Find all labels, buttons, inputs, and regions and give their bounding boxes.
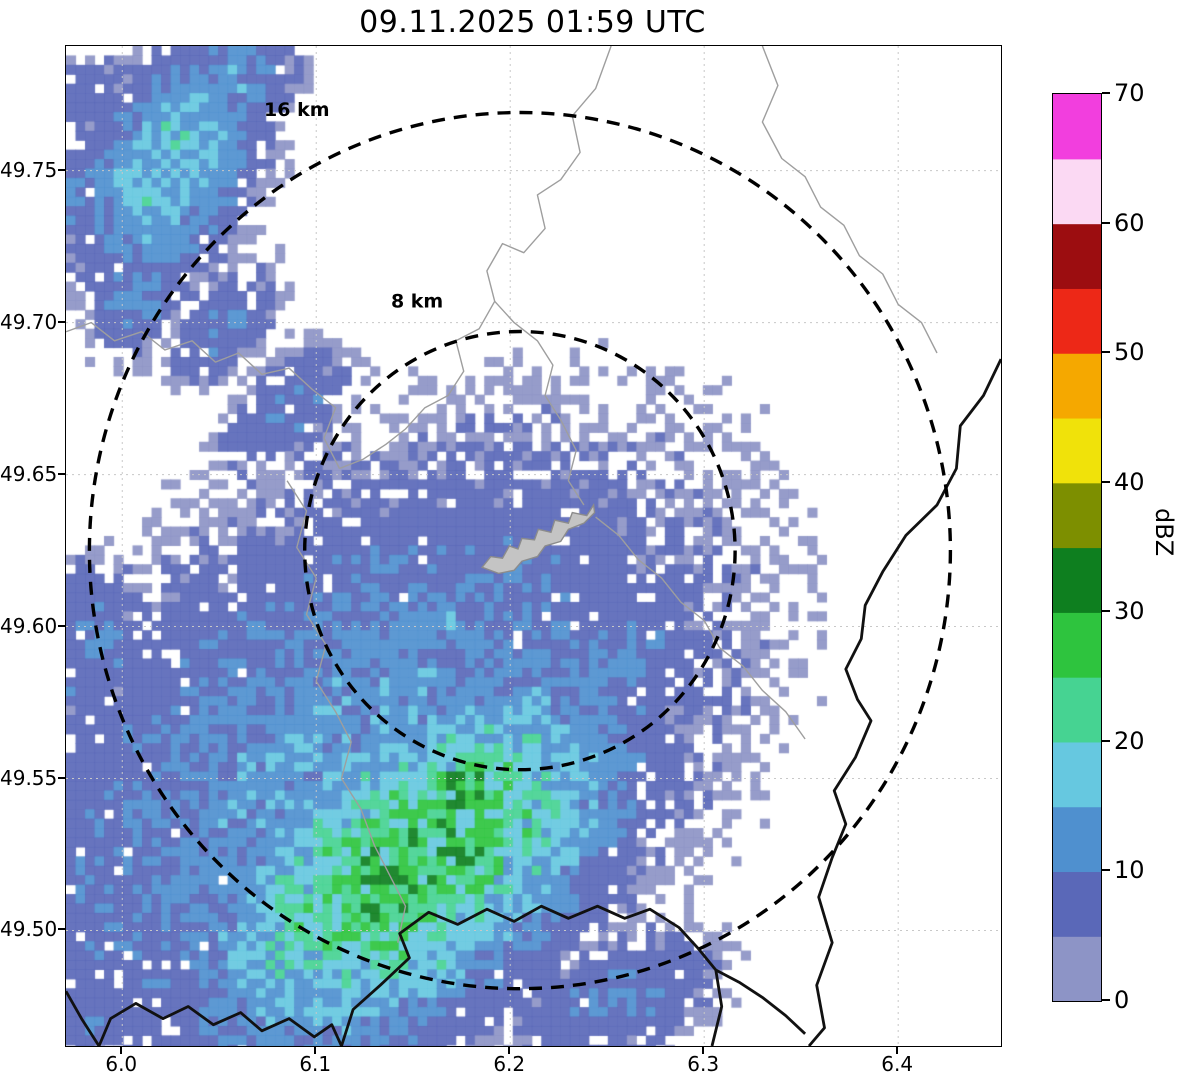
admin-boundary-line: [595, 516, 806, 740]
colorbar-tick-label: 30: [1114, 597, 1145, 626]
colorbar-tick-label: 60: [1114, 208, 1145, 237]
plot-area: 8 km 16 km: [65, 45, 1002, 1047]
colorbar: [1052, 93, 1102, 1002]
colorbar-tick-label: 20: [1114, 726, 1145, 755]
colorbar-label: dBZ: [1150, 508, 1178, 557]
colorbar-tick-mark: [1102, 92, 1110, 94]
x-tick-mark: [896, 1047, 899, 1054]
x-tick-label: 6.4: [881, 1052, 914, 1076]
colorbar-tick-label: 40: [1114, 467, 1145, 496]
x-tick-mark: [508, 1047, 511, 1054]
country-border-line: [66, 990, 343, 1046]
x-tick-mark: [314, 1047, 317, 1054]
colorbar-tick-label: 70: [1114, 79, 1145, 107]
colorbar-band: [1053, 482, 1101, 549]
x-tick-mark: [120, 1047, 123, 1054]
range-ring-label: 8 km: [391, 290, 443, 312]
range-ring-16km: [87, 110, 953, 991]
y-tick-mark: [58, 472, 65, 475]
x-tick-label: 6.0: [105, 1052, 138, 1076]
colorbar-tick-mark: [1102, 869, 1110, 872]
y-tick-label: 49.70: [0, 309, 58, 334]
colorbar-tick-label: 0: [1114, 986, 1130, 1014]
colorbar-band: [1053, 871, 1101, 937]
colorbar-tick-mark: [1102, 480, 1110, 483]
x-tick-label: 6.2: [493, 1052, 526, 1076]
admin-boundary-line: [286, 480, 407, 943]
y-tick-label: 49.60: [0, 613, 58, 638]
y-tick-mark: [58, 320, 65, 323]
colorbar-band: [1053, 94, 1101, 160]
admin-boundary-line: [339, 46, 612, 470]
y-tick-label: 49.50: [0, 917, 58, 942]
admin-boundary-line: [761, 46, 938, 354]
colorbar-tick-mark: [1102, 739, 1110, 742]
y-tick-label: 49.65: [0, 461, 58, 486]
colorbar-tick-mark: [1102, 351, 1110, 354]
country-border-line: [807, 358, 1001, 1046]
colorbar-band: [1053, 288, 1101, 354]
y-tick-label: 49.55: [0, 765, 58, 790]
colorbar-band: [1053, 612, 1101, 678]
colorbar-tick-mark: [1102, 999, 1110, 1001]
y-tick-mark: [58, 928, 65, 931]
figure-title: 09.11.2025 01:59 UTC: [359, 5, 706, 40]
urban-area-shape: [480, 503, 596, 575]
range-ring-label: 16 km: [264, 99, 330, 121]
colorbar-band: [1053, 223, 1101, 289]
colorbar-band: [1053, 353, 1101, 419]
y-tick-mark: [58, 624, 65, 627]
x-tick-label: 6.1: [299, 1052, 332, 1076]
colorbar-band: [1053, 677, 1101, 743]
colorbar-band: [1053, 936, 1101, 1002]
map-overlay-svg: 8 km 16 km: [66, 46, 1001, 1046]
colorbar-tick-mark: [1102, 610, 1110, 613]
country-border-line: [715, 968, 807, 1035]
colorbar-band: [1053, 741, 1101, 808]
colorbar-tick-label: 10: [1114, 856, 1145, 885]
y-tick-mark: [58, 776, 65, 779]
colorbar-gradient: [1053, 94, 1101, 1002]
admin-boundary-line: [66, 321, 341, 469]
colorbar-band: [1053, 417, 1101, 484]
colorbar-tick-mark: [1102, 221, 1110, 224]
colorbar-tick-label: 50: [1114, 338, 1145, 367]
y-tick-mark: [58, 168, 65, 171]
colorbar-band: [1053, 158, 1101, 225]
colorbar-band: [1053, 806, 1101, 873]
colorbar-band: [1053, 547, 1101, 613]
x-tick-label: 6.3: [687, 1052, 720, 1076]
admin-boundary-line: [494, 300, 585, 506]
y-tick-label: 49.75: [0, 157, 58, 182]
x-tick-mark: [702, 1047, 705, 1054]
country-border-line: [340, 904, 724, 1046]
